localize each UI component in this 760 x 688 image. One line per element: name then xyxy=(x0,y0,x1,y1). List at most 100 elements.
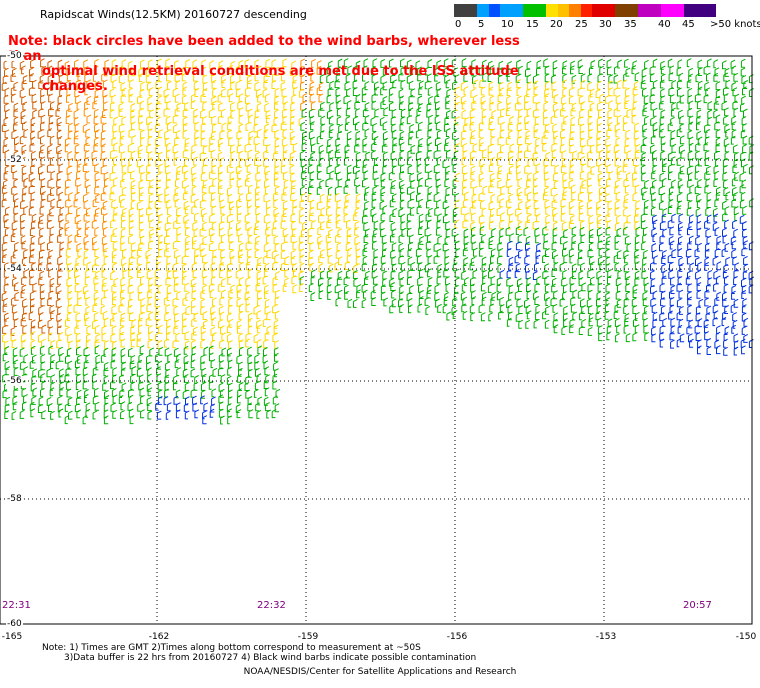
wind-barb xyxy=(698,298,704,308)
wind-barb xyxy=(434,72,439,82)
wind-barb xyxy=(640,156,646,166)
wind-barb xyxy=(623,207,628,217)
wind-barb xyxy=(497,74,503,84)
wind-barb xyxy=(488,240,494,250)
wind-barb xyxy=(138,67,144,77)
wind-barb xyxy=(569,283,575,293)
wind-barb xyxy=(533,319,539,329)
wind-barb xyxy=(659,234,665,244)
wind-barb xyxy=(715,95,721,105)
wind-barb xyxy=(509,233,515,243)
wind-barb xyxy=(624,193,629,203)
wind-barb xyxy=(435,178,441,188)
legend-label: 15 xyxy=(526,19,539,30)
wind-barb xyxy=(533,156,539,166)
wind-barb xyxy=(209,352,214,362)
wind-barb xyxy=(704,289,710,299)
wind-barb xyxy=(552,277,557,287)
wind-barb xyxy=(605,248,610,258)
wind-barb xyxy=(607,66,612,76)
wind-barb xyxy=(284,268,290,278)
legend-swatch-2 xyxy=(477,4,489,17)
wind-barb xyxy=(149,219,154,229)
wind-barb xyxy=(551,283,556,293)
wind-barb xyxy=(266,325,272,335)
wind-barb xyxy=(643,324,649,334)
wind-barb xyxy=(274,254,280,264)
wind-barb xyxy=(139,387,145,397)
wind-barb xyxy=(85,305,91,315)
wind-barb xyxy=(256,310,262,320)
wind-barb xyxy=(571,102,577,112)
wind-barb xyxy=(388,171,394,181)
wind-barb xyxy=(200,298,206,308)
wind-barb xyxy=(129,79,134,89)
wind-barb xyxy=(650,261,655,271)
wind-barb xyxy=(723,283,729,293)
wind-barb xyxy=(12,347,18,357)
wind-barb xyxy=(265,68,271,77)
wind-barb xyxy=(334,261,340,271)
wind-barb xyxy=(59,247,65,257)
wind-barb xyxy=(40,100,46,110)
wind-barb xyxy=(470,88,476,98)
wind-barb xyxy=(514,268,520,278)
wind-barb xyxy=(563,115,569,125)
wind-barb xyxy=(292,263,297,272)
wind-barb xyxy=(101,72,106,82)
wind-barb xyxy=(119,317,125,327)
wind-barb xyxy=(707,116,713,126)
wind-barb xyxy=(694,248,700,258)
wind-barb xyxy=(714,67,720,77)
wind-barb xyxy=(343,94,349,104)
wind-barb xyxy=(176,290,182,300)
wind-barb xyxy=(554,164,560,174)
wind-barb xyxy=(23,249,28,258)
wind-barb xyxy=(266,409,272,419)
wind-barb xyxy=(101,268,107,278)
wind-barb xyxy=(445,100,451,110)
wind-barb xyxy=(714,170,720,180)
wind-barb xyxy=(200,395,205,405)
wind-barb xyxy=(244,59,250,68)
wind-barb xyxy=(230,60,236,70)
wind-barb xyxy=(488,201,494,210)
wind-barb xyxy=(103,347,109,357)
wind-barb xyxy=(139,88,145,98)
wind-barb xyxy=(543,240,548,250)
wind-barb xyxy=(723,93,729,103)
wind-barb xyxy=(176,367,182,377)
wind-barb xyxy=(48,107,53,117)
wind-barb xyxy=(200,354,206,364)
wind-barb xyxy=(201,367,207,377)
wind-barb xyxy=(208,142,214,152)
wind-barb xyxy=(545,151,551,161)
wind-barb xyxy=(437,142,442,152)
wind-barb xyxy=(229,219,234,229)
wind-barb xyxy=(263,339,268,349)
wind-barb xyxy=(597,240,603,250)
wind-barb xyxy=(76,184,82,194)
wind-barb xyxy=(606,149,611,159)
wind-barb xyxy=(38,276,44,286)
wind-barb xyxy=(642,297,648,307)
wind-barb xyxy=(713,59,719,69)
wind-barb xyxy=(725,191,731,201)
wind-barb xyxy=(416,163,422,173)
footnote-line2: 3)Data buffer is 22 hrs from 20160727 4)… xyxy=(64,653,477,663)
wind-barb xyxy=(57,156,63,166)
wind-barb xyxy=(301,228,306,238)
wind-barb xyxy=(163,88,169,98)
wind-barb xyxy=(472,74,477,84)
wind-barb xyxy=(442,199,448,209)
wind-barb xyxy=(137,402,142,412)
wind-barb xyxy=(212,297,217,307)
wind-barb xyxy=(409,285,414,294)
wind-barb xyxy=(281,72,286,82)
wind-barb xyxy=(102,200,108,210)
wind-barb xyxy=(21,65,26,75)
wind-barb xyxy=(716,261,722,271)
wind-barb xyxy=(130,354,136,364)
wind-barb xyxy=(372,233,377,243)
wind-barb xyxy=(200,247,206,257)
